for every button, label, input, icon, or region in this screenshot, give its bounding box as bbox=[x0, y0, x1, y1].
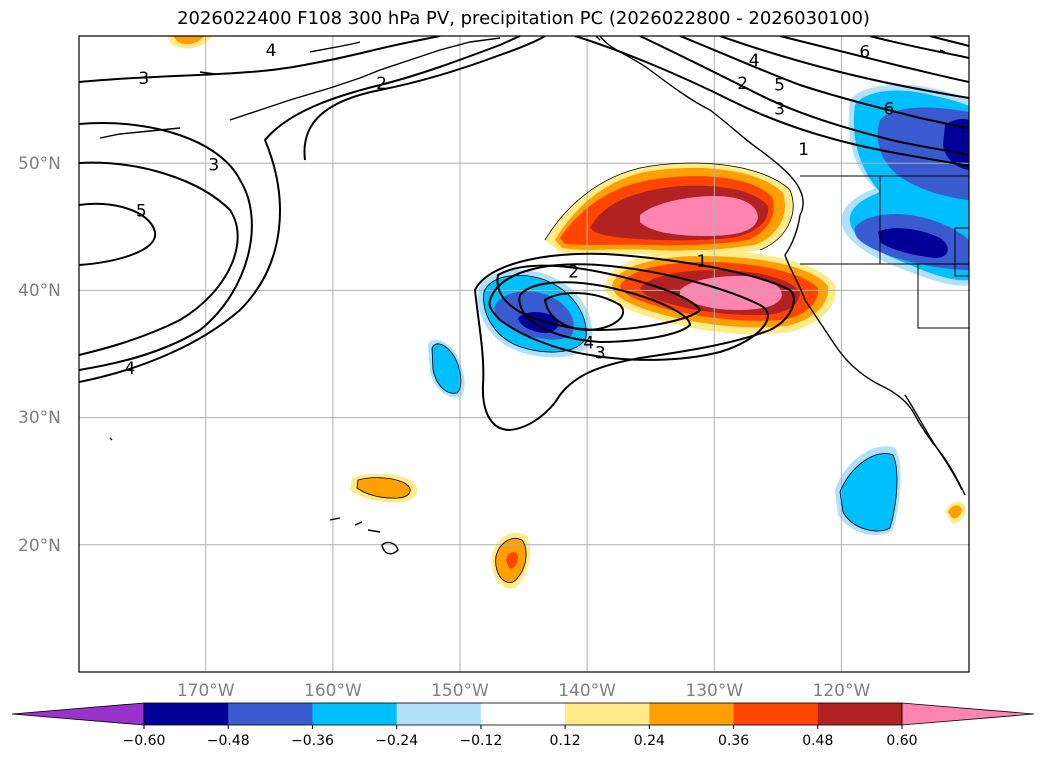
lon-tick-label: 140°W bbox=[558, 681, 616, 701]
pv-contour-label: 3 bbox=[595, 344, 606, 364]
colorbar-segment bbox=[649, 703, 735, 725]
pv-contour-label: 1 bbox=[697, 252, 708, 272]
colorbar-tick-label: −0.48 bbox=[207, 733, 250, 749]
colorbar-segment bbox=[396, 703, 482, 725]
pv-contour-label: 4 bbox=[124, 359, 135, 379]
colorbar-segment bbox=[817, 703, 903, 725]
lat-tick-label: 30°N bbox=[18, 408, 61, 428]
colorbar-tick-label: 0.36 bbox=[718, 733, 749, 749]
lon-tick-label: 160°W bbox=[304, 681, 362, 701]
pv-contour-label: 2 bbox=[737, 74, 748, 94]
pv-contour-label: 2 bbox=[376, 74, 387, 94]
pv-contour-label: 5 bbox=[774, 75, 785, 95]
longitude-tick-labels: 170°W 160°W 150°W 140°W 130°W 120°W bbox=[177, 681, 871, 701]
pv-contour-label: 5 bbox=[136, 201, 147, 221]
colorbar-segment bbox=[312, 703, 398, 725]
colorbar-extend-low bbox=[11, 702, 145, 726]
pv-contour-label: 3 bbox=[138, 69, 149, 89]
coastlines bbox=[99, 36, 969, 555]
pv-contour-label: 1 bbox=[798, 140, 809, 160]
lat-tick-label: 50°N bbox=[18, 154, 61, 174]
pv-contour-label: 3 bbox=[208, 155, 219, 175]
lat-tick-label: 40°N bbox=[18, 281, 61, 301]
pv-contours bbox=[79, 36, 969, 432]
colorbar-segment bbox=[733, 703, 819, 725]
map-frame bbox=[78, 35, 970, 673]
lon-tick-label: 120°W bbox=[813, 681, 871, 701]
pv-contour-label: 2 bbox=[568, 262, 579, 282]
gridlines bbox=[79, 36, 969, 672]
colorbar-segment bbox=[480, 703, 566, 725]
precipitation-contour-edges bbox=[356, 162, 898, 583]
colorbar-tick-label: 0.48 bbox=[802, 733, 833, 749]
latitude-tick-labels: 50°N 40°N 30°N 20°N bbox=[18, 154, 61, 556]
colorbar-segment bbox=[144, 703, 229, 725]
map-title: 2026022400 F108 300 hPa PV, precipitatio… bbox=[177, 8, 870, 29]
colorbar: −0.60 −0.48 −0.36 −0.24 −0.12 0.12 0.24 0.36 0.4… bbox=[11, 702, 1035, 749]
pv-contour-label: 6 bbox=[859, 42, 870, 62]
pv-contour-label: 4 bbox=[749, 51, 760, 71]
colorbar-tick-label: −0.60 bbox=[123, 733, 166, 749]
lon-tick-label: 170°W bbox=[177, 681, 235, 701]
pv-contour-label: 3 bbox=[774, 100, 785, 120]
colorbar-tick-label: −0.36 bbox=[291, 733, 334, 749]
colorbar-tick-label: 0.24 bbox=[634, 733, 665, 749]
pv-contour-label: 4 bbox=[583, 334, 594, 354]
colorbar-tick-label: 0.60 bbox=[886, 733, 917, 749]
lon-tick-label: 150°W bbox=[431, 681, 489, 701]
precipitation-shading bbox=[168, 36, 969, 589]
pv-contour-label: 4 bbox=[266, 41, 277, 61]
colorbar-segment bbox=[228, 703, 313, 725]
colorbar-tick-label: −0.12 bbox=[459, 733, 502, 749]
lat-tick-label: 20°N bbox=[18, 536, 61, 556]
colorbar-tick-label: −0.24 bbox=[375, 733, 418, 749]
colorbar-tick-label: 0.12 bbox=[550, 733, 581, 749]
pv-contour-label: 6 bbox=[883, 100, 894, 120]
colorbar-segment bbox=[565, 703, 650, 725]
lon-tick-label: 130°W bbox=[685, 681, 743, 701]
colorbar-frame bbox=[143, 702, 903, 726]
colorbar-extend-high bbox=[901, 702, 1035, 726]
